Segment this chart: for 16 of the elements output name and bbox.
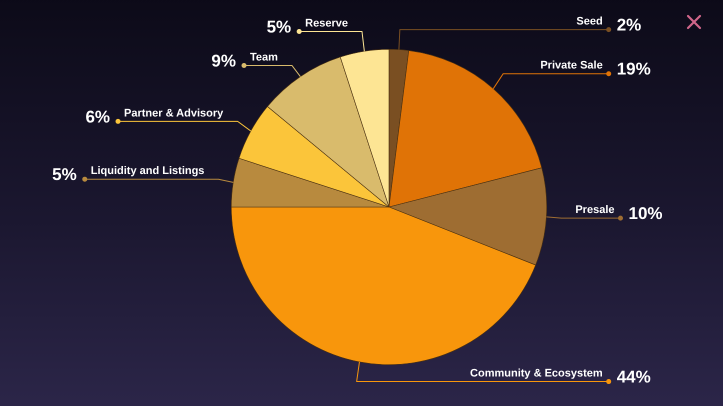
data-label: 5% <box>266 17 292 36</box>
slice-label: Liquidity and Listings <box>90 165 204 178</box>
slice-label: Team <box>250 51 278 64</box>
slice-label: Reserve <box>305 17 348 30</box>
data-label: 10% <box>628 204 663 224</box>
slice-label: Presale <box>575 204 615 216</box>
slice-label: Partner & Advisory <box>124 107 224 120</box>
data-label: 44% <box>616 368 651 387</box>
slice-label: Seed <box>576 16 603 28</box>
data-label: 5% <box>52 165 77 184</box>
data-label: 19% <box>616 60 651 79</box>
data-label: 9% <box>211 51 236 70</box>
slice-label: Private Sale <box>540 60 603 72</box>
slice-label: Community & Ecosystem <box>470 368 603 380</box>
data-label: 2% <box>616 16 642 35</box>
data-label: 6% <box>85 107 110 126</box>
